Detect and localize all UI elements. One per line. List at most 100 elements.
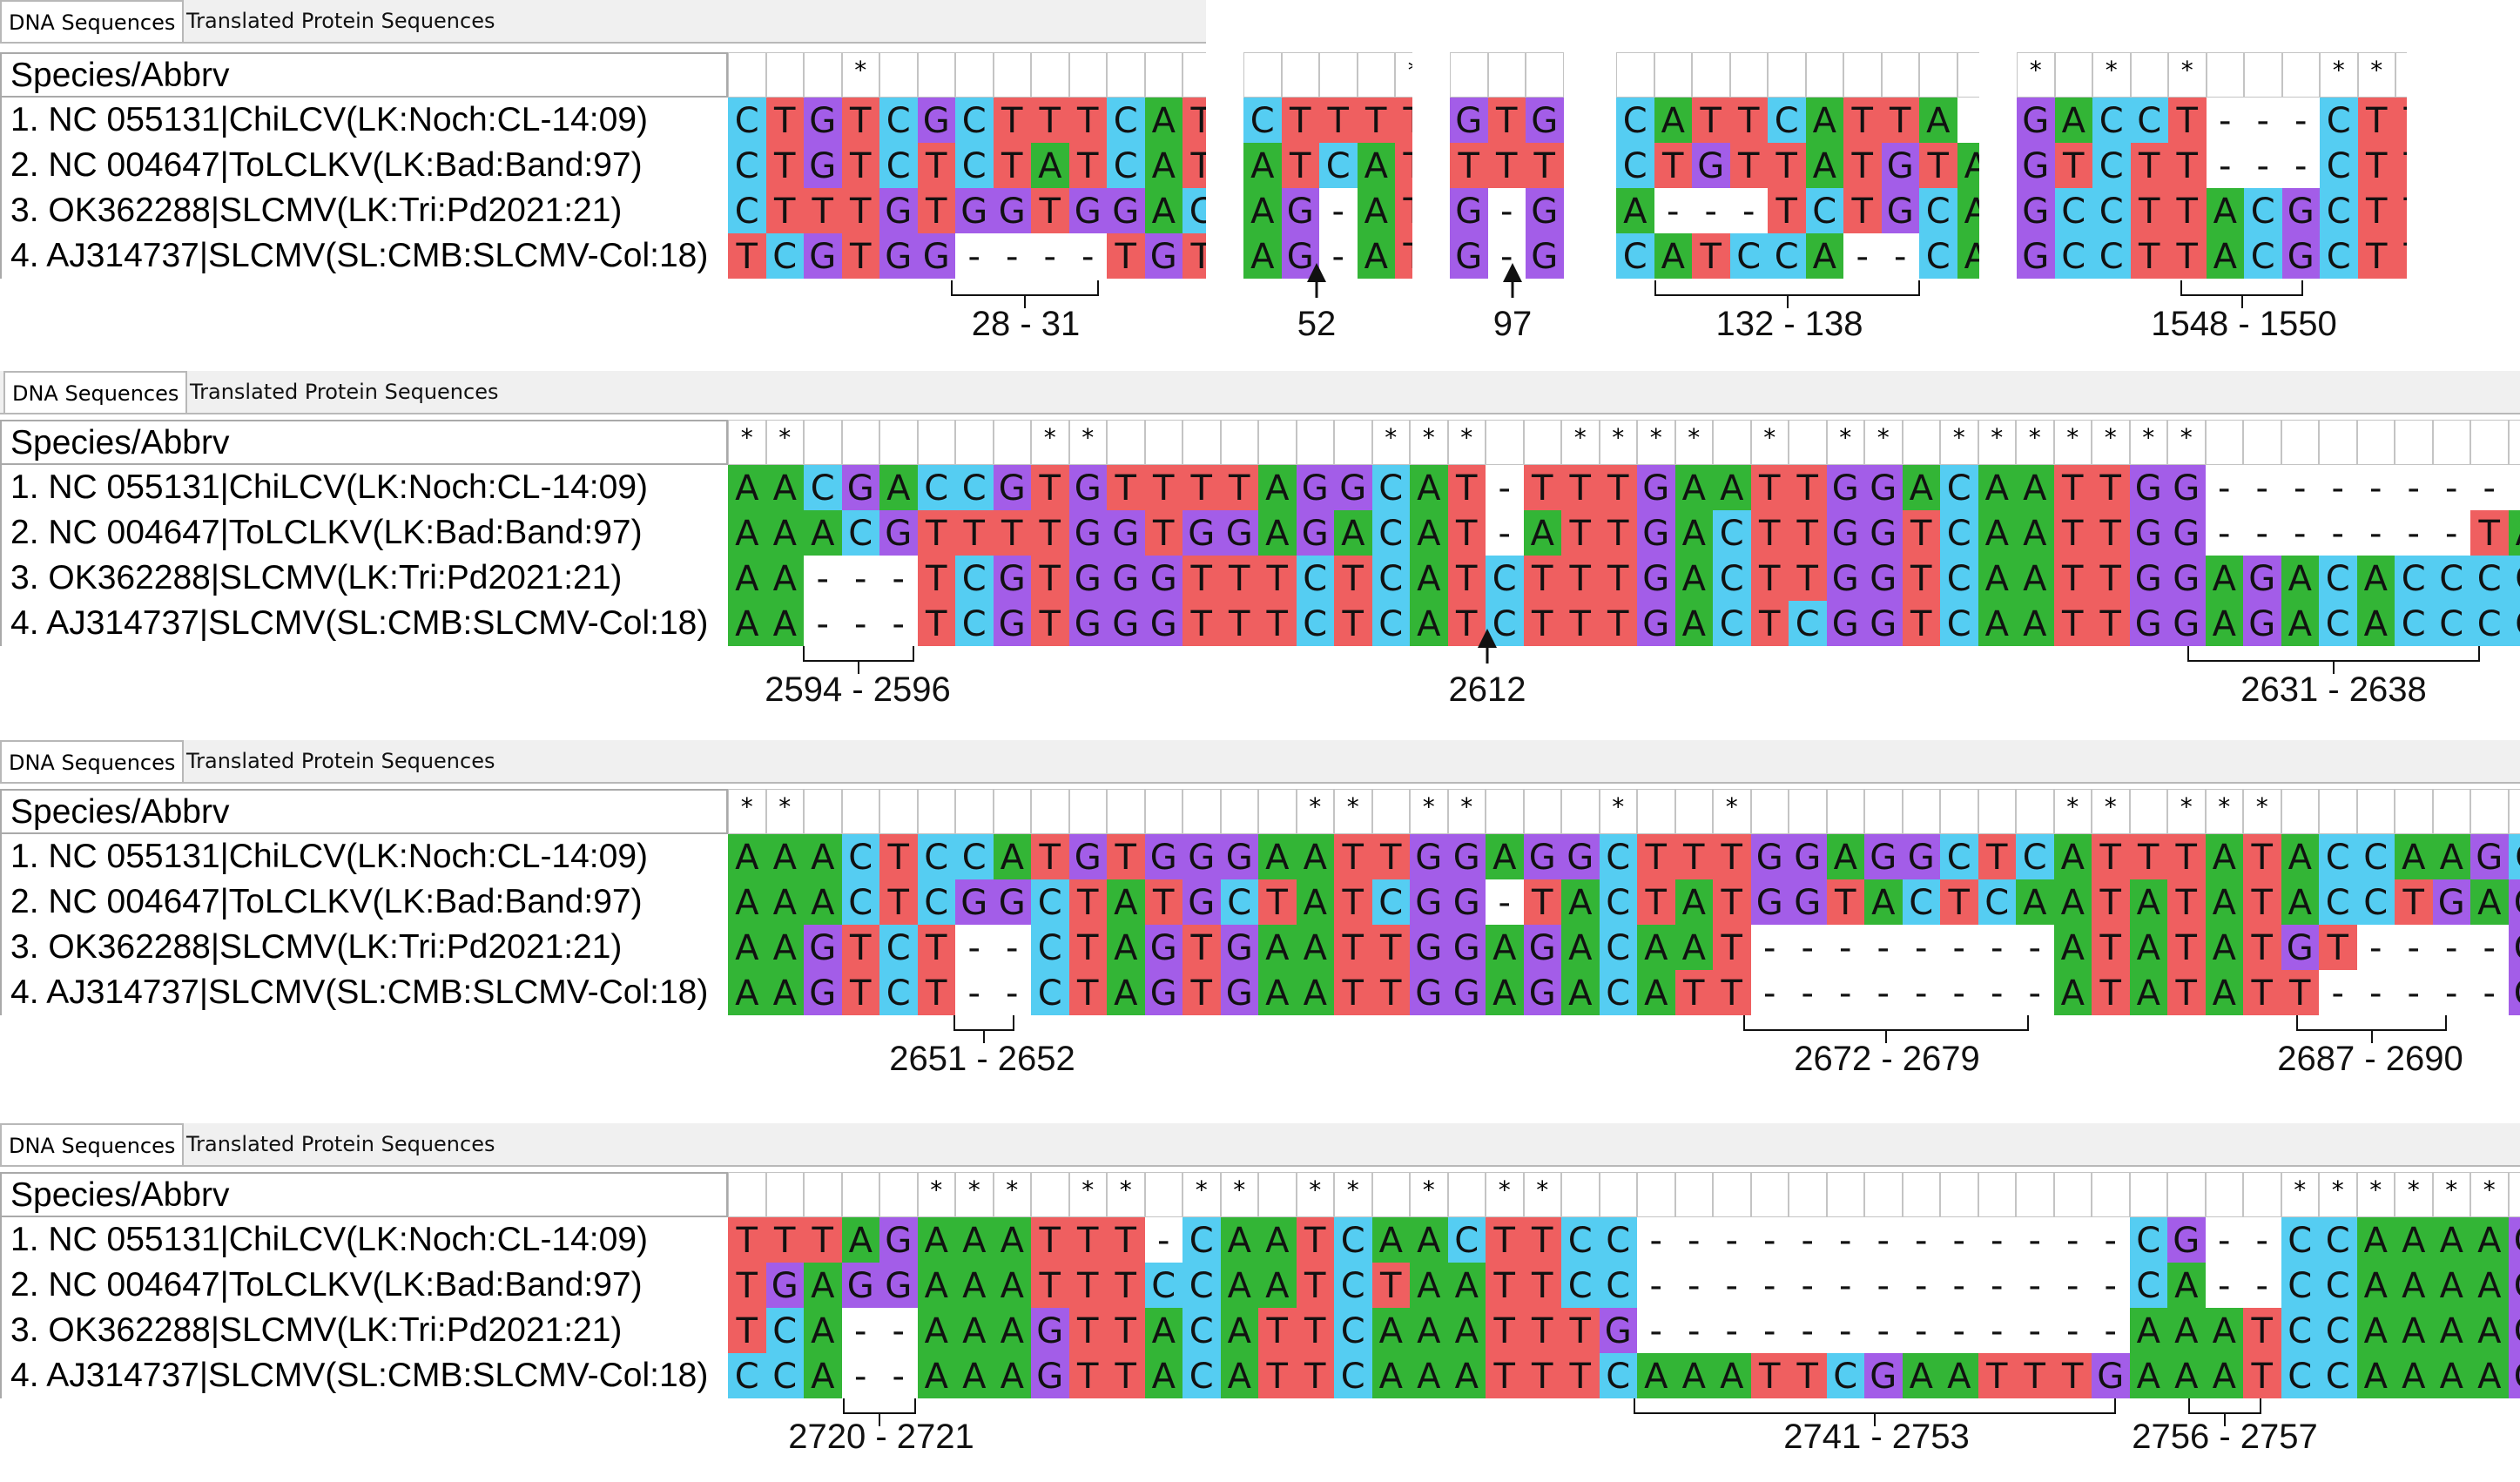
nucleotide-cell: C	[2319, 1217, 2357, 1263]
nucleotide-cell: -	[841, 601, 879, 646]
nucleotide-cell: T	[1523, 601, 1561, 646]
tab-strip	[0, 0, 1206, 44]
consensus-cell: *	[2092, 420, 2130, 465]
nucleotide-cell: T	[2092, 556, 2130, 601]
nucleotide-cell: T	[1371, 970, 1410, 1015]
nucleotide-cell: A	[1410, 1353, 1448, 1398]
consensus-cell	[841, 789, 879, 834]
nucleotide-cell: T	[2243, 834, 2281, 879]
consensus-cell	[1371, 789, 1410, 834]
consensus-cell	[1220, 789, 1258, 834]
nucleotide-cell: A	[765, 879, 804, 925]
nucleotide-cell: -	[1902, 925, 1940, 970]
tab-translated-protein[interactable]: Translated Protein Sequences	[186, 1132, 495, 1156]
nucleotide-cell: T	[2130, 143, 2168, 188]
nucleotide-cell: T	[1144, 510, 1183, 556]
nucleotide-cell: G	[1281, 233, 1319, 279]
nucleotide-cell: -	[1674, 1308, 1713, 1353]
consensus-cell	[1031, 789, 1069, 834]
nucleotide-cell: T	[1561, 510, 1600, 556]
segment-gap	[1206, 0, 1243, 287]
consensus-cell	[993, 420, 1031, 465]
range-bracket-tick	[2224, 1414, 2226, 1426]
nucleotide-cell: A	[765, 601, 804, 646]
nucleotide-cell: A	[1447, 1263, 1486, 1308]
nucleotide-cell: C	[1296, 556, 1334, 601]
nucleotide-cell: C	[1371, 510, 1410, 556]
nucleotide-cell: -	[2319, 510, 2357, 556]
species-name: 1. NC 055131|ChiLCV(LK:Noch:CL-14:09)	[0, 834, 728, 879]
nucleotide-cell: T	[1031, 834, 1069, 879]
nucleotide-cell: C	[2470, 601, 2509, 646]
nucleotide-cell: A	[2167, 1308, 2206, 1353]
nucleotide-cell: G	[2017, 143, 2055, 188]
tab-dna-sequences[interactable]: DNA Sequences	[0, 1123, 185, 1165]
nucleotide-cell: -	[1674, 1263, 1713, 1308]
nucleotide-cell: T	[917, 925, 955, 970]
nucleotide-cell: -	[1978, 1308, 2016, 1353]
nucleotide-cell: A	[1940, 1353, 1978, 1398]
nucleotide-cell: G	[1826, 601, 1864, 646]
tab-translated-protein[interactable]: Translated Protein Sequences	[186, 9, 495, 33]
nucleotide-cell: C	[2320, 143, 2358, 188]
nucleotide-cell: T	[1750, 556, 1789, 601]
consensus-cell	[1523, 420, 1561, 465]
nucleotide-cell: A	[2281, 556, 2319, 601]
nucleotide-cell: G	[1031, 1353, 1069, 1398]
nucleotide-cell: G	[1523, 970, 1561, 1015]
consensus-cell: *	[2356, 1172, 2395, 1217]
nucleotide-cell: -	[2053, 1217, 2092, 1263]
nucleotide-cell: T	[1183, 601, 1221, 646]
nucleotide-cell: T	[1447, 510, 1486, 556]
nucleotide-cell: -	[1750, 1217, 1789, 1263]
nucleotide-cell: G	[2017, 233, 2055, 279]
consensus-cell: *	[1220, 1172, 1258, 1217]
nucleotide-cell: -	[2470, 970, 2509, 1015]
nucleotide-cell: -	[1068, 233, 1107, 279]
nucleotide-cell: A	[1144, 1308, 1183, 1353]
nucleotide-cell: A	[1978, 601, 2016, 646]
nucleotide-cell: G	[1447, 970, 1486, 1015]
nucleotide-cell: C	[1616, 98, 1654, 143]
consensus-cell: *	[2167, 789, 2206, 834]
consensus-cell: *	[2167, 420, 2206, 465]
nucleotide-cell: A	[1258, 510, 1297, 556]
nucleotide-cell: -	[2395, 465, 2433, 510]
nucleotide-cell: T	[1371, 1263, 1410, 1308]
nucleotide-cell: T	[1107, 1217, 1145, 1263]
nucleotide-cell: A	[1410, 1217, 1448, 1263]
nucleotide-cell: -	[2244, 143, 2282, 188]
tab-dna-sequences[interactable]: DNA Sequences	[3, 371, 188, 413]
nucleotide-cell: -	[804, 601, 842, 646]
nucleotide-cell: -	[2356, 465, 2395, 510]
tab-translated-protein[interactable]: Translated Protein Sequences	[190, 380, 499, 404]
consensus-cell	[2016, 1172, 2054, 1217]
nucleotide-cell: A	[765, 465, 804, 510]
nucleotide-cell: -	[1144, 1217, 1183, 1263]
range-bracket-tick	[1874, 1414, 1876, 1426]
nucleotide-cell: G	[1220, 925, 1258, 970]
nucleotide-cell: T	[728, 1263, 766, 1308]
nucleotide-cell: A	[765, 556, 804, 601]
nucleotide-cell: T	[1487, 98, 1526, 143]
nucleotide-cell: -	[2092, 1217, 2130, 1263]
nucleotide-cell: -	[993, 233, 1031, 279]
tab-translated-protein[interactable]: Translated Protein Sequences	[186, 749, 495, 773]
nucleotide-cell: A	[1919, 98, 1957, 143]
range-bracket	[2188, 1398, 2261, 1414]
nucleotide-cell: T	[1068, 143, 1107, 188]
nucleotide-cell: A	[1486, 834, 1524, 879]
nucleotide-cell: A	[1410, 601, 1448, 646]
nucleotide-cell: C	[1768, 233, 1806, 279]
nucleotide-cell: G	[2017, 188, 2055, 233]
nucleotide-cell: T	[1258, 1353, 1297, 1398]
position-label: 2594 - 2596	[765, 670, 951, 709]
consensus-cell	[1296, 420, 1334, 465]
tab-dna-sequences[interactable]: DNA Sequences	[0, 0, 185, 42]
consensus-cell	[804, 789, 842, 834]
nucleotide-cell: A	[1978, 465, 2016, 510]
tab-dna-sequences[interactable]: DNA Sequences	[0, 740, 185, 782]
consensus-cell	[2016, 789, 2054, 834]
nucleotide-cell: G	[2281, 188, 2320, 233]
range-bracket-tick	[1885, 1031, 1887, 1043]
